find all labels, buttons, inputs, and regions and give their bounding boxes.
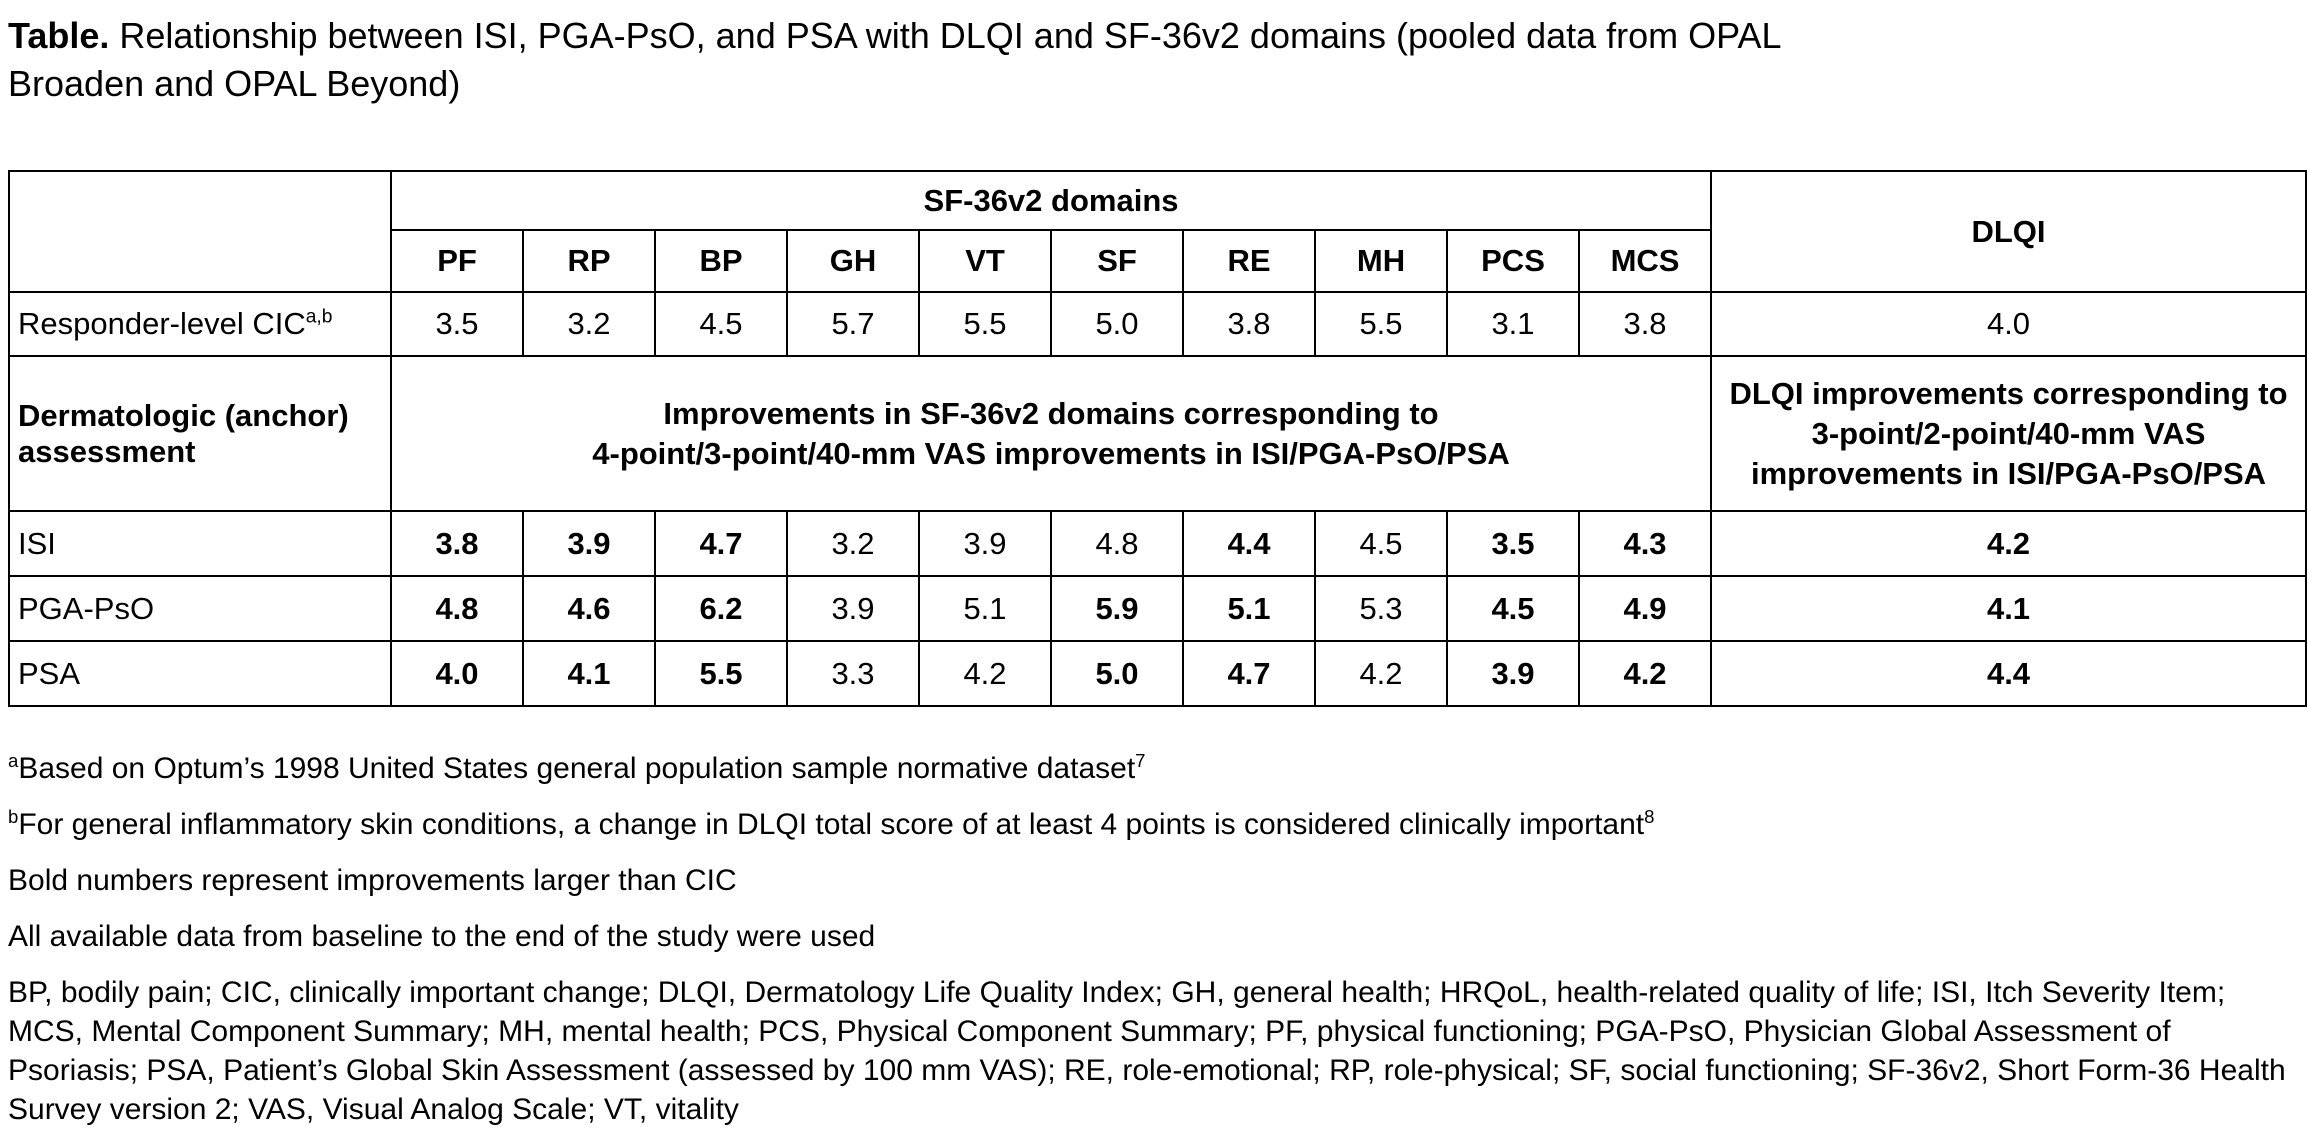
cell-cic-mcs: 3.8 [1577, 291, 1713, 357]
cell-isi-pf: 3.8 [390, 510, 524, 577]
footnote-a-marker: a [8, 750, 19, 771]
cell-isi-pcs: 3.5 [1446, 510, 1580, 577]
caption-line-1: Table. Relationship between ISI, PGA-PsO… [8, 12, 2299, 60]
header-mcs: MCS [1577, 229, 1713, 293]
cell-psa-pf: 4.0 [390, 640, 524, 707]
cell-cic-bp: 4.5 [654, 291, 788, 357]
cic-footnote-marker: a,b [305, 306, 333, 328]
domain-header-row: PF RP BP GH VT SF RE MH PCS MCS [9, 229, 2306, 293]
header-re: RE [1182, 229, 1316, 293]
footnote-data-note: All available data from baseline to the … [8, 920, 876, 953]
footnote-b-text: For general inflammatory skin conditions… [18, 808, 1645, 841]
sf36-improvements-header: Improvements in SF-36v2 domains correspo… [389, 355, 1713, 512]
cell-pga-pcs: 4.5 [1446, 575, 1580, 642]
cell-psa-mh: 4.2 [1314, 640, 1448, 707]
cell-pga-pf: 4.8 [390, 575, 524, 642]
header-gh: GH [786, 229, 920, 293]
cell-pga-gh: 3.9 [786, 575, 920, 642]
caption-label: Table. [8, 15, 110, 56]
cell-cic-pcs: 3.1 [1446, 291, 1580, 357]
footnote-b-reference: 8 [1644, 806, 1655, 827]
cell-isi-gh: 3.2 [786, 510, 920, 577]
cell-cic-pf: 3.5 [390, 291, 524, 357]
footnote-abbreviations: BP, bodily pain; CIC, clinically importa… [8, 976, 2286, 1126]
table-row-pga-pso: PGA-PsO 4.8 4.6 6.2 3.9 5.1 5.9 5.1 5.3 … [8, 575, 2307, 642]
cell-pga-mcs: 4.9 [1577, 575, 1713, 642]
header-rp: RP [522, 229, 656, 293]
row-label-isi: ISI [8, 510, 392, 577]
cell-pga-mh: 5.3 [1314, 575, 1448, 642]
cic-row-label: Responder-level CICa,b [8, 291, 392, 357]
cell-psa-pcs: 3.9 [1446, 640, 1580, 707]
cic-label-text: Responder-level CIC [18, 306, 306, 341]
group-header-row: SF-36v2 domains DLQI [8, 170, 2307, 293]
sf36-improvements-line-1: Improvements in SF-36v2 domains correspo… [663, 395, 1439, 431]
cell-pga-vt: 5.1 [918, 575, 1052, 642]
corner-cell [8, 170, 392, 293]
results-table: SF-36v2 domains DLQI PF RP BP GH VT SF R… [8, 170, 2307, 707]
cell-psa-dlqi: 4.4 [1710, 640, 2307, 707]
header-vt: VT [918, 229, 1052, 293]
cell-psa-mcs: 4.2 [1577, 640, 1713, 707]
cell-cic-dlqi: 4.0 [1710, 291, 2307, 357]
cell-cic-rp: 3.2 [522, 291, 656, 357]
cell-cic-vt: 5.5 [918, 291, 1052, 357]
cell-cic-gh: 5.7 [786, 291, 920, 357]
table-row-psa: PSA 4.0 4.1 5.5 3.3 4.2 5.0 4.7 4.2 3.9 … [8, 640, 2307, 707]
footnotes: aBased on Optum’s 1998 United States gen… [8, 749, 2299, 1129]
header-mh: MH [1314, 229, 1448, 293]
cell-pga-dlqi: 4.1 [1710, 575, 2307, 642]
cell-pga-rp: 4.6 [522, 575, 656, 642]
footnote-b-marker: b [8, 806, 19, 827]
dlqi-improvements-header: DLQI improvements corresponding to 3-poi… [1710, 355, 2307, 512]
cell-pga-re: 5.1 [1182, 575, 1316, 642]
cell-isi-mcs: 4.3 [1577, 510, 1713, 577]
cell-psa-gh: 3.3 [786, 640, 920, 707]
cell-cic-sf: 5.0 [1050, 291, 1184, 357]
header-pf: PF [390, 229, 524, 293]
cell-isi-dlqi: 4.2 [1710, 510, 2307, 577]
cell-isi-re: 4.4 [1182, 510, 1316, 577]
footnote-a-reference: 7 [1135, 750, 1146, 771]
cell-isi-bp: 4.7 [654, 510, 788, 577]
header-sf: SF [1050, 229, 1184, 293]
cell-cic-re: 3.8 [1182, 291, 1316, 357]
footnote-b: bFor general inflammatory skin condition… [8, 805, 2299, 845]
cell-pga-sf: 5.9 [1050, 575, 1184, 642]
caption-text-1: Relationship between ISI, PGA-PsO, and P… [109, 15, 1782, 56]
cell-psa-re: 4.7 [1182, 640, 1316, 707]
section-label: Dermatologic (anchor) assessment [8, 355, 392, 512]
caption-line-2: Broaden and OPAL Beyond) [8, 63, 461, 104]
table-row-isi: ISI 3.8 3.9 4.7 3.2 3.9 4.8 4.4 4.5 3.5 … [8, 510, 2307, 577]
row-label-pga-pso: PGA-PsO [8, 575, 392, 642]
header-bp: BP [654, 229, 788, 293]
cell-isi-mh: 4.5 [1314, 510, 1448, 577]
cell-isi-vt: 3.9 [918, 510, 1052, 577]
cell-pga-bp: 6.2 [654, 575, 788, 642]
sf36-improvements-line-2: 4-point/3-point/40-mm VAS improvements i… [592, 435, 1510, 471]
cell-psa-rp: 4.1 [522, 640, 656, 707]
cell-isi-sf: 4.8 [1050, 510, 1184, 577]
cic-row: Responder-level CICa,b 3.5 3.2 4.5 5.7 5… [8, 291, 2307, 357]
dlqi-header: DLQI [1710, 170, 2307, 293]
section-header-row: Dermatologic (anchor) assessment Improve… [8, 355, 2307, 512]
table-caption: Table. Relationship between ISI, PGA-PsO… [8, 12, 2299, 108]
cell-psa-bp: 5.5 [654, 640, 788, 707]
footnote-bold-note: Bold numbers represent improvements larg… [8, 864, 737, 897]
cell-cic-mh: 5.5 [1314, 291, 1448, 357]
cell-psa-sf: 5.0 [1050, 640, 1184, 707]
sf36-group-header: SF-36v2 domains [389, 170, 1713, 231]
row-label-psa: PSA [8, 640, 392, 707]
footnote-a: aBased on Optum’s 1998 United States gen… [8, 749, 2299, 789]
cell-isi-rp: 3.9 [522, 510, 656, 577]
cell-psa-vt: 4.2 [918, 640, 1052, 707]
header-pcs: PCS [1446, 229, 1580, 293]
footnote-a-text: Based on Optum’s 1998 United States gene… [18, 752, 1136, 785]
